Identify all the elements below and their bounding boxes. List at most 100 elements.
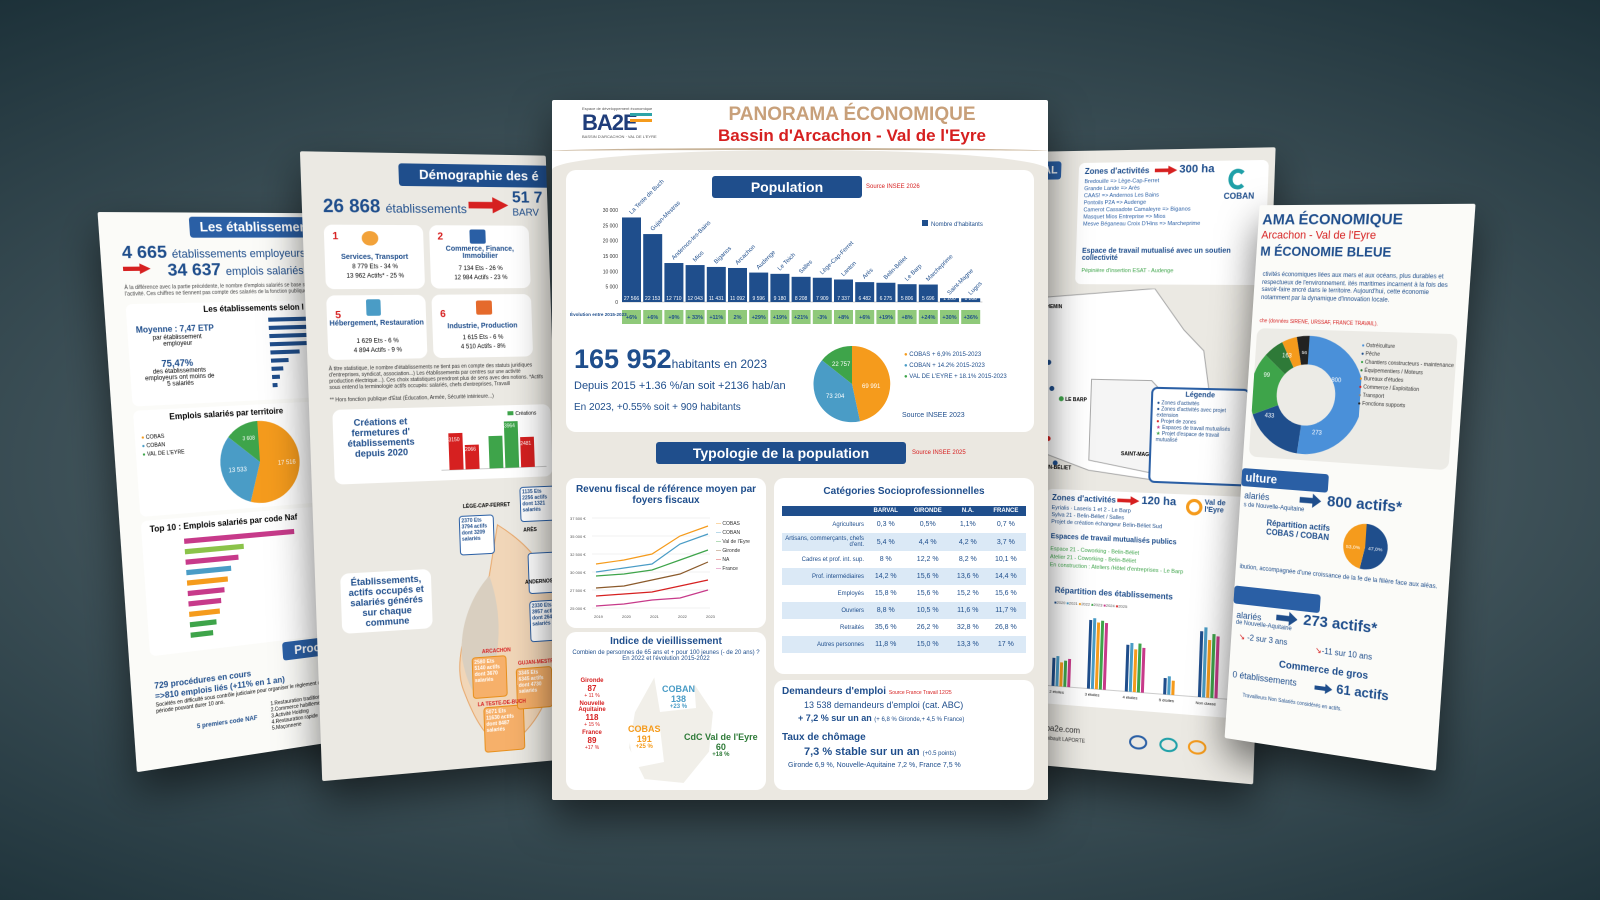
table-cell: Autres personnes [816, 641, 864, 648]
table-cell: 26,2 % [916, 624, 939, 631]
table-cell: 13,3 % [956, 641, 979, 648]
table-cell: Cadres et prof. int. sup. [801, 556, 864, 563]
svg-text:32 500 €: 32 500 € [570, 552, 586, 557]
card-title: Revenu fiscal de référence moyen par foy… [575, 484, 757, 506]
table-header [782, 506, 866, 516]
red-arrow-icon [468, 197, 508, 214]
source-text: Source INSEE 2025 [912, 450, 966, 456]
commune-bubble: 1135 Ets 2256 actifs dont 1321 salariés [521, 488, 548, 514]
evolution-label: +19% [773, 315, 787, 321]
table-row: Ouvriers 8,8 % 10,5 % 11,6 % 11,7 % [782, 602, 1026, 619]
evolution-cell [664, 310, 684, 324]
za-list: Bredouille => Lège-Cap-Ferret Grande Land… [1082, 178, 1201, 228]
legend-box: Légende ● Zones d'activités ● Zones d'ac… [1148, 386, 1251, 487]
category-label: Salles [798, 259, 814, 275]
evolution-cell [706, 310, 726, 324]
evolution-label: +11% [709, 315, 723, 321]
bar-value-label: 12 710 [666, 296, 682, 302]
pie-value: 3 608 [242, 436, 255, 443]
stat-number: 4 665 [121, 241, 168, 263]
bar-value-label: 11 092 [730, 296, 745, 302]
stat-text: BARV [512, 207, 540, 219]
table-cell: 1,1% [959, 521, 976, 528]
logo-stripe [630, 119, 652, 122]
evolution-label: +36% [964, 315, 978, 321]
pie-legend: ● COBAS + 6,9% 2015-2023 ● COBAN + 14.2%… [904, 352, 1007, 380]
pct-desc: des établissements employeurs ont moins … [144, 367, 215, 388]
table-row: Employés 15,8 % 15,6 % 15,2 % 15,6 % [782, 585, 1026, 602]
table-cell: 15,6 % [916, 573, 939, 580]
blue-eco-pie-card: 800 273 433 99 163 56 ● Ostréiculture ● … [1248, 328, 1458, 471]
source-text: che (données SIRENE, URSSAF, FRANCE TRAV… [1259, 318, 1379, 328]
repartition-card: Répartition des établissements ■2020 ■20… [1031, 580, 1246, 719]
svg-text:99: 99 [1263, 373, 1270, 380]
evolution-cell [897, 310, 917, 324]
intro-text: ctivités économiques liées aux mers et a… [1260, 271, 1448, 304]
section-title: Population [712, 176, 862, 198]
evolution-cell [876, 310, 896, 324]
sector-card: 6 Industrie, Production 1 615 Ets - 6 % … [431, 294, 534, 359]
bar-value-label: 5 696 [922, 296, 935, 302]
population-bar [664, 263, 684, 302]
population-bar [770, 273, 790, 302]
evolution-label: +6% [859, 315, 870, 321]
category-label: La Teste de Buch [629, 179, 666, 216]
bar-value-label: 6 482 [858, 296, 871, 302]
creations-bar-chart: 3150 2066 3964 2481 Créations [427, 411, 548, 477]
title: AMA ÉCONOMIQUE [1261, 210, 1404, 229]
moyenne-desc: par établissement employeur [152, 334, 202, 348]
population-bar [834, 279, 853, 302]
vde-logo-icon [1185, 498, 1203, 516]
sheet-etablissements[interactable]: Les établissements 4 665 établissements … [97, 212, 366, 773]
map-label: LE BARP [1065, 396, 1087, 404]
card-title: Créations et fermetures d' établissement… [347, 416, 415, 460]
svg-text:433: 433 [1265, 413, 1275, 420]
source-text: Source France Travail 12/25 [888, 690, 952, 696]
table-cell: 0,3 % [876, 521, 895, 528]
sheet-panorama-main[interactable]: Espace de développement économique BA2E … [552, 100, 1048, 800]
vde-logo-icon [1187, 739, 1207, 756]
table-cell: 14,2 % [874, 573, 897, 580]
commune-bubble: 3345 Ets 6345 actifs dont 4730 salariés [518, 669, 544, 696]
table-cell: Employés [837, 590, 864, 597]
evolution-axis-label: Évolution entre 2015-2023 [570, 310, 627, 317]
bar-value-label: 1 260 [943, 296, 956, 302]
sheet-economie-bleue[interactable]: AMA ÉCONOMIQUE Arcachon - Val de l'Eyre … [1224, 203, 1476, 771]
table-cell: Agriculteurs [832, 521, 864, 528]
section-title-peche [1233, 585, 1321, 614]
table-header: GIRONDE [905, 506, 950, 516]
svg-text:2481: 2481 [520, 441, 531, 447]
svg-text:3964: 3964 [504, 423, 515, 429]
evolution-cell [728, 310, 747, 324]
sheet-zones-activites[interactable]: AL Zones d'activités 300 ha Bredouille =… [1019, 147, 1276, 785]
territory-map [626, 674, 716, 786]
svg-text:22 757: 22 757 [832, 362, 851, 368]
table-row: Artisans, commerçants, chefs d'ent. 5,4 %… [782, 533, 1026, 551]
commune-bubble: 2580 Ets 5140 actifs dont 3670 salariés [474, 658, 501, 685]
population-bar [940, 298, 959, 302]
revenu-card: Revenu fiscal de référence moyen par foy… [566, 478, 766, 628]
commerce-icon [469, 229, 486, 244]
commune-bubble: 5071 Ets 11630 actifs dont 8487 salariés [485, 708, 515, 734]
repartition-bar-chart: 2 étoiles 3 étoiles 4 étoiles 5 étoiles … [1041, 618, 1242, 707]
category-label: Mios [692, 250, 705, 263]
table-cell: Prof. intermédiaires [811, 573, 864, 580]
category-label: Lanton [841, 261, 858, 278]
table-cell: 10,5 % [916, 607, 939, 614]
card-title: Catégories Socioprofessionnelles [823, 486, 985, 497]
red-arrow-icon [1155, 166, 1178, 176]
category-label: Andernos-les-Bains [671, 220, 712, 261]
evol-text: -11 sur 10 ans [1321, 646, 1373, 662]
za-card: Zones d'activités 300 ha Bredouille => L… [1075, 159, 1269, 286]
population-bar [685, 265, 705, 302]
table-header: BARVAL [866, 506, 906, 516]
table-cell: 32,8 % [956, 624, 979, 631]
population-bar [791, 276, 811, 302]
bar-value-label: 12 043 [687, 296, 703, 302]
category-label: Biganos [713, 246, 733, 266]
evolution-cell [791, 310, 811, 324]
sheet-demographie[interactable]: Démographie des é 26 868 établissements … [299, 151, 567, 782]
services-icon [361, 231, 379, 246]
sector-card: 1 Services, Transport 8 779 Ets - 34 % 1… [323, 224, 426, 290]
table-cell: 11,6 % [957, 607, 979, 614]
